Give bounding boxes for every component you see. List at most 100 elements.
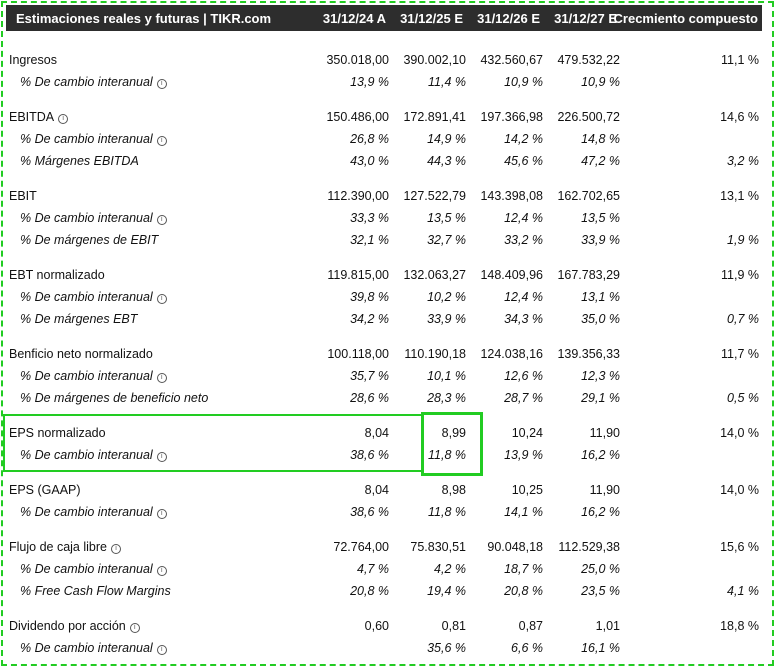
row-label-text: Flujo de caja libre	[9, 540, 107, 554]
value-cell: 26,8 %	[350, 132, 389, 146]
info-icon[interactable]: i	[58, 114, 69, 124]
value-cell: 14,1 %	[504, 505, 543, 519]
value-cell: 139.356,33	[557, 347, 620, 361]
table-row: EPS (GAAP) 8,04 8,98 10,25 11,90 14,0 %	[0, 481, 779, 501]
row-label-text: % De cambio interanual	[20, 448, 153, 462]
table-row: Dividendo por acción i 0,60 0,81 0,87 1,01 18,…	[0, 617, 779, 637]
info-icon[interactable]: i	[156, 215, 167, 225]
value-cell: 143.398,08	[480, 189, 543, 203]
row-label: % De márgenes de EBIT	[20, 233, 158, 247]
value-cell: 38,6 %	[350, 505, 389, 519]
value-cell: 47,2 %	[581, 154, 620, 168]
col-header-2025: 31/12/25 E	[400, 11, 463, 26]
row-label-text: EBIT	[9, 189, 37, 203]
value-cell: 15,6 %	[720, 540, 759, 554]
value-cell: 13,5 %	[581, 211, 620, 225]
value-cell: 10,1 %	[427, 369, 466, 383]
row-label-text: % De cambio interanual	[20, 369, 153, 383]
row-label: EPS normalizado	[9, 426, 106, 440]
value-cell: 75.830,51	[410, 540, 466, 554]
row-label: Flujo de caja libre i	[9, 540, 121, 554]
value-cell: 34,3 %	[504, 312, 543, 326]
value-cell: 33,2 %	[504, 233, 543, 247]
info-icon[interactable]: i	[156, 566, 167, 576]
table-row: % Márgenes EBITDA 43,0 % 44,3 % 45,6 % 47,2 …	[0, 152, 779, 172]
value-cell: 13,9 %	[504, 448, 543, 462]
info-icon[interactable]: i	[129, 623, 140, 633]
value-cell: 28,7 %	[504, 391, 543, 405]
value-cell: 14,0 %	[720, 426, 759, 440]
table-row: EBITDA i 150.486,00 172.891,41 197.366,98 226…	[0, 108, 779, 128]
row-label: Benficio neto normalizado	[9, 347, 153, 361]
value-cell: 33,9 %	[581, 233, 620, 247]
value-cell: 226.500,72	[557, 110, 620, 124]
value-cell: 13,9 %	[350, 75, 389, 89]
value-cell: 90.048,18	[487, 540, 543, 554]
value-cell: 8,04	[364, 426, 389, 440]
value-cell: 35,6 %	[427, 641, 466, 655]
row-label-text: % De márgenes de EBIT	[20, 233, 159, 247]
row-label-text: % De márgenes de beneficio neto	[20, 391, 209, 405]
value-cell: 6,6 %	[511, 641, 543, 655]
info-icon[interactable]: i	[156, 79, 167, 89]
info-icon[interactable]: i	[156, 136, 167, 146]
value-cell: 127.522,79	[403, 189, 466, 203]
value-cell: 479.532,22	[557, 53, 620, 67]
row-label: EBT normalizado	[9, 268, 105, 282]
info-icon[interactable]: i	[156, 373, 167, 383]
value-cell: 0,7 %	[727, 312, 759, 326]
value-cell: 43,0 %	[350, 154, 389, 168]
value-cell: 8,98	[441, 483, 466, 497]
row-label-text: Dividendo por acción	[9, 619, 126, 633]
value-cell: 0,5 %	[727, 391, 759, 405]
table-row: % De márgenes EBT 34,2 % 33,9 % 34,3 % 35,0 …	[0, 310, 779, 330]
table-row: EBT normalizado 119.815,00 132.063,27 148.4…	[0, 266, 779, 286]
row-label-text: % De márgenes EBT	[20, 312, 138, 326]
value-cell: 19,4 %	[427, 584, 466, 598]
row-label: % De márgenes de beneficio neto	[20, 391, 208, 405]
value-cell: 3,2 %	[727, 154, 759, 168]
value-cell: 11,7 %	[721, 347, 759, 361]
value-cell: 10,9 %	[581, 75, 620, 89]
value-cell: 12,4 %	[504, 211, 543, 225]
value-cell: 72.764,00	[333, 540, 389, 554]
value-cell: 11,8 %	[428, 448, 466, 462]
value-cell: 432.560,67	[480, 53, 543, 67]
value-cell: 8,99	[441, 426, 466, 440]
value-cell: 100.118,00	[327, 347, 389, 361]
info-icon[interactable]: i	[156, 645, 167, 655]
row-label-text: % De cambio interanual	[20, 211, 153, 225]
table-row: % De márgenes de EBIT 32,1 % 32,7 % 33,2 % 3…	[0, 231, 779, 251]
value-cell: 197.366,98	[480, 110, 543, 124]
value-cell: 350.018,00	[326, 53, 389, 67]
value-cell: 33,9 %	[427, 312, 466, 326]
value-cell: 34,2 %	[350, 312, 389, 326]
info-icon[interactable]: i	[110, 544, 121, 554]
value-cell: 8,04	[364, 483, 389, 497]
table-row: % De cambio interanual i 13,9 % 11,4 % 10,9 …	[0, 73, 779, 93]
value-cell: 32,1 %	[350, 233, 389, 247]
table-row: Flujo de caja libre i 72.764,00 75.830,51 90…	[0, 538, 779, 558]
row-label: % De cambio interanual i	[20, 75, 167, 89]
value-cell: 14,9 %	[427, 132, 466, 146]
value-cell: 20,8 %	[350, 584, 389, 598]
info-icon[interactable]: i	[156, 509, 167, 519]
value-cell: 29,1 %	[581, 391, 620, 405]
table-row: % De cambio interanual i 26,8 % 14,9 % 14,2 …	[0, 130, 779, 150]
info-icon[interactable]: i	[156, 452, 167, 462]
col-header-2027: 31/12/27 E	[554, 11, 617, 26]
value-cell: 10,25	[511, 483, 543, 497]
info-icon[interactable]: i	[156, 294, 167, 304]
row-label-text: Ingresos	[9, 53, 57, 67]
value-cell: 148.409,96	[480, 268, 543, 282]
table-row: EBIT 112.390,00 127.522,79 143.398,08 162.70…	[0, 187, 779, 207]
row-label-text: % Márgenes EBITDA	[20, 154, 139, 168]
table-row: % De cambio interanual i 35,7 % 10,1 % 12,6 …	[0, 367, 779, 387]
row-label-text: EBITDA	[9, 110, 55, 124]
value-cell: 0,87	[518, 619, 543, 633]
table-row: Ingresos 350.018,00 390.002,10 432.560,67 47…	[0, 51, 779, 71]
value-cell: 12,4 %	[504, 290, 543, 304]
table-row: % De márgenes de beneficio neto 28,6 % 28,…	[0, 389, 779, 409]
table-row: % De cambio interanual i 38,6 % 11,8 % 13,9 …	[0, 446, 779, 466]
